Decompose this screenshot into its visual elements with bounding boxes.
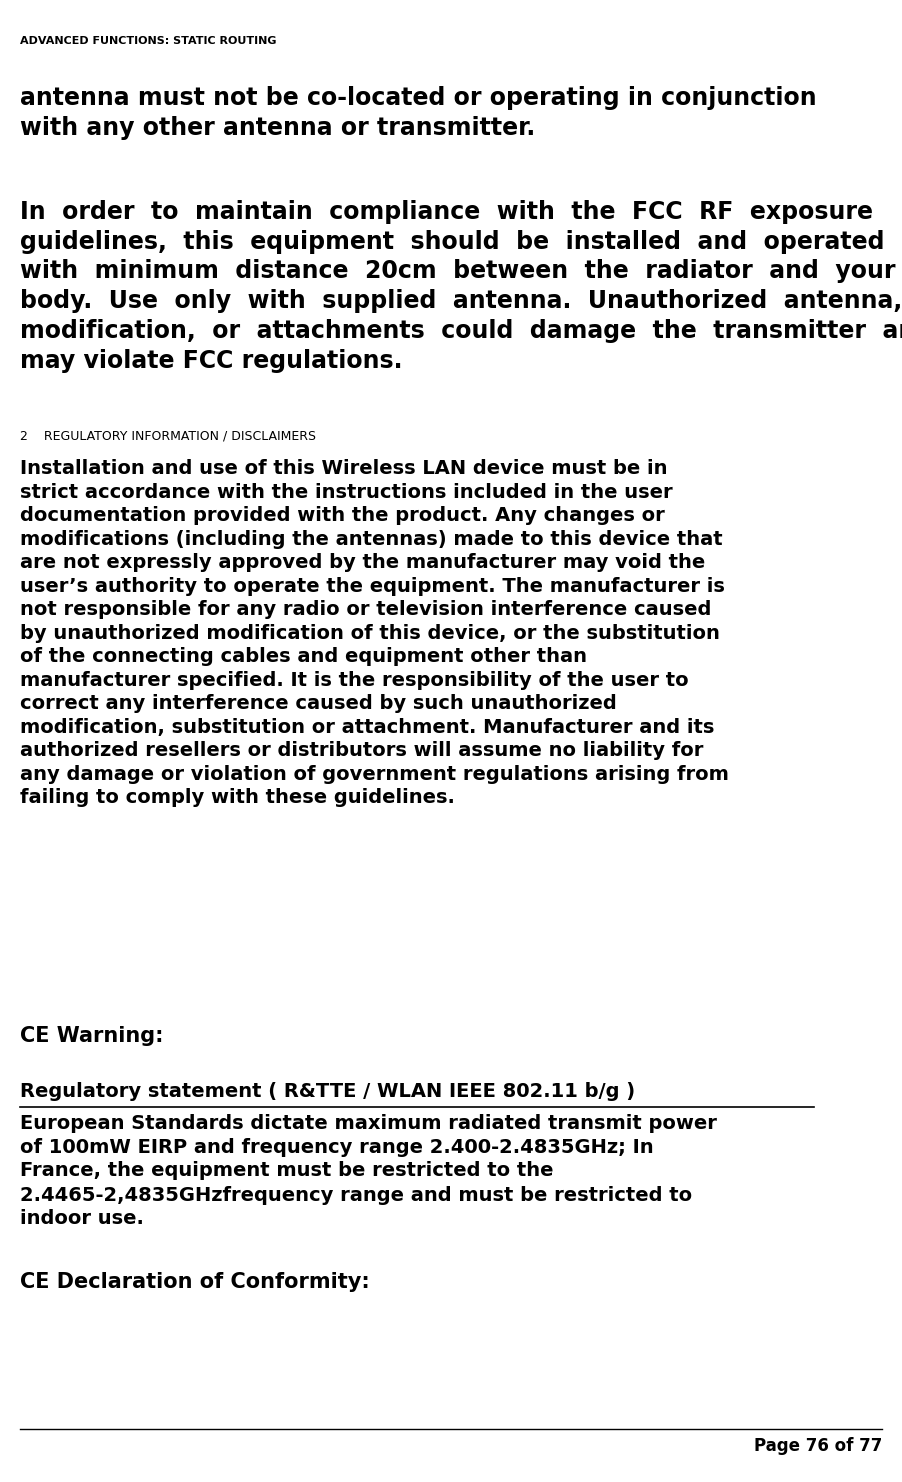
Text: Page 76 of 77: Page 76 of 77	[754, 1438, 882, 1455]
Text: European Standards dictate maximum radiated transmit power
of 100mW EIRP and fre: European Standards dictate maximum radia…	[20, 1114, 717, 1181]
Text: antenna must not be co-located or operating in conjunction
with any other antenn: antenna must not be co-located or operat…	[20, 86, 816, 139]
Text: CE Warning:: CE Warning:	[20, 1026, 163, 1045]
Text: 2.4465-2,4835GHzfrequency range and must be restricted to
indoor use.: 2.4465-2,4835GHzfrequency range and must…	[20, 1186, 692, 1229]
Text: 2    REGULATORY INFORMATION / DISCLAIMERS: 2 REGULATORY INFORMATION / DISCLAIMERS	[20, 430, 316, 443]
Text: In  order  to  maintain  compliance  with  the  FCC  RF  exposure
guidelines,  t: In order to maintain compliance with the…	[20, 200, 902, 372]
Text: Installation and use of this Wireless LAN device must be in
strict accordance wi: Installation and use of this Wireless LA…	[20, 459, 729, 808]
Text: CE Declaration of Conformity:: CE Declaration of Conformity:	[20, 1272, 370, 1291]
Text: Regulatory statement ( R&TTE / WLAN IEEE 802.11 b/g ): Regulatory statement ( R&TTE / WLAN IEEE…	[20, 1082, 635, 1101]
Text: ADVANCED FUNCTIONS: STATIC ROUTING: ADVANCED FUNCTIONS: STATIC ROUTING	[20, 36, 276, 46]
